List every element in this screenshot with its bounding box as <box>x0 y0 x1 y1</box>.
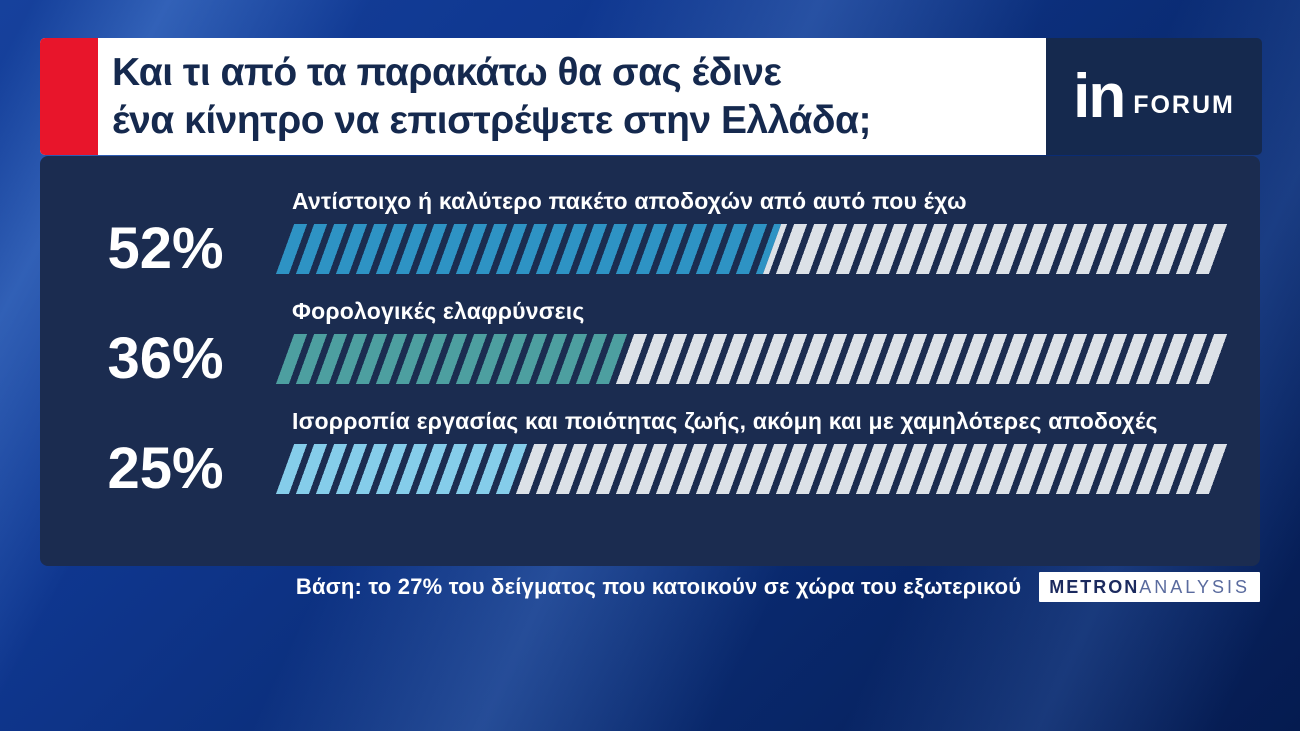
bar-value-label: 25% <box>107 436 224 501</box>
in-forum-logo: in FORUM <box>1046 38 1262 155</box>
bar-category-label: Φορολογικές ελαφρύνσεις <box>292 298 585 324</box>
forum-logo-text: FORUM <box>1133 91 1235 119</box>
chart-row: Ισορροπία εργασίας και ποιότητας ζωής, α… <box>40 408 1260 501</box>
bar-category-label: Αντίστοιχο ή καλύτερο πακέτο αποδοχών απ… <box>292 188 967 214</box>
footer: Βάση: το 27% του δείγματος που κατοικούν… <box>40 571 1260 603</box>
chart-rows: Αντίστοιχο ή καλύτερο πακέτο αποδοχών απ… <box>40 188 1260 501</box>
chart-panel: Αντίστοιχο ή καλύτερο πακέτο αποδοχών απ… <box>40 156 1260 566</box>
title-bar: Και τι από τα παρακάτω θα σας έδινε ένα … <box>40 38 1046 155</box>
chart-row: Αντίστοιχο ή καλύτερο πακέτο αποδοχών απ… <box>40 188 1260 281</box>
metron-analysis-logo: METRON ANALYSIS <box>1039 572 1260 602</box>
in-logo-text: in <box>1073 61 1126 131</box>
bar-fill <box>275 224 782 274</box>
base-note: Βάση: το 27% του δείγματος που κατοικούν… <box>295 574 1022 599</box>
red-accent-strip <box>40 38 98 155</box>
chart-row: Φορολογικές ελαφρύνσεις 36% <box>40 298 1260 391</box>
bar-track <box>275 224 1232 274</box>
analysis-logo-text: ANALYSIS <box>1139 576 1250 597</box>
bar-value-label: 52% <box>107 216 224 281</box>
title-line-1: Και τι από τα παρακάτω θα σας έδινε <box>112 50 782 94</box>
bar-fill <box>275 444 529 494</box>
metron-logo-text: METRON <box>1049 576 1140 597</box>
bar-category-label: Ισορροπία εργασίας και ποιότητας ζωής, α… <box>292 408 1158 434</box>
bar-track <box>275 444 1232 494</box>
bar-fill <box>275 334 632 384</box>
title-line-2: ένα κίνητρο να επιστρέψετε στην Ελλάδα; <box>112 98 871 142</box>
bar-track <box>275 334 1232 384</box>
page-title: Και τι από τα παρακάτω θα σας έδινε ένα … <box>98 38 871 155</box>
bar-value-label: 36% <box>107 326 224 391</box>
